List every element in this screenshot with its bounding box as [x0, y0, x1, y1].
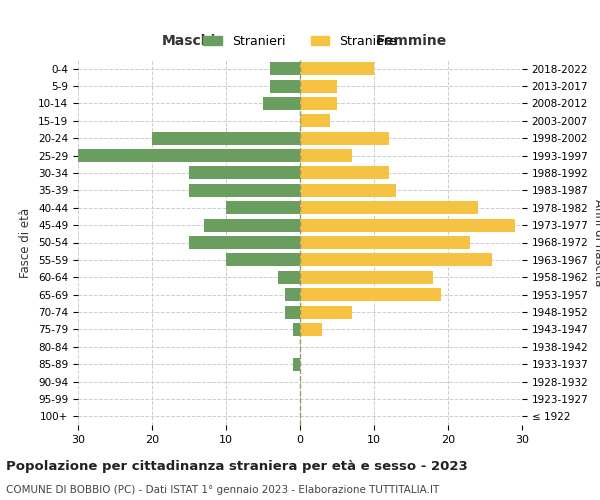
- Bar: [300, 80, 337, 92]
- Bar: [226, 254, 300, 266]
- Text: Femmine: Femmine: [376, 34, 446, 48]
- Bar: [263, 97, 300, 110]
- Bar: [300, 149, 352, 162]
- Bar: [189, 236, 300, 249]
- Text: Maschi: Maschi: [162, 34, 216, 48]
- Bar: [300, 236, 470, 249]
- Bar: [78, 149, 300, 162]
- Bar: [189, 184, 300, 197]
- Bar: [300, 62, 374, 75]
- Bar: [300, 184, 396, 197]
- Bar: [300, 218, 515, 232]
- Bar: [300, 306, 352, 318]
- Bar: [300, 323, 322, 336]
- Bar: [293, 358, 300, 370]
- Bar: [278, 270, 300, 284]
- Legend: Stranieri, Straniere: Stranieri, Straniere: [198, 30, 402, 52]
- Bar: [300, 270, 433, 284]
- Bar: [300, 114, 329, 128]
- Text: Popolazione per cittadinanza straniera per età e sesso - 2023: Popolazione per cittadinanza straniera p…: [6, 460, 468, 473]
- Bar: [300, 254, 493, 266]
- Bar: [204, 218, 300, 232]
- Bar: [189, 166, 300, 179]
- Bar: [300, 201, 478, 214]
- Bar: [226, 201, 300, 214]
- Bar: [271, 62, 300, 75]
- Bar: [293, 323, 300, 336]
- Bar: [285, 306, 300, 318]
- Bar: [152, 132, 300, 144]
- Bar: [271, 80, 300, 92]
- Bar: [300, 132, 389, 144]
- Bar: [300, 166, 389, 179]
- Text: COMUNE DI BOBBIO (PC) - Dati ISTAT 1° gennaio 2023 - Elaborazione TUTTITALIA.IT: COMUNE DI BOBBIO (PC) - Dati ISTAT 1° ge…: [6, 485, 439, 495]
- Y-axis label: Anni di nascita: Anni di nascita: [592, 199, 600, 286]
- Y-axis label: Fasce di età: Fasce di età: [19, 208, 32, 278]
- Bar: [300, 288, 440, 301]
- Bar: [300, 97, 337, 110]
- Bar: [285, 288, 300, 301]
